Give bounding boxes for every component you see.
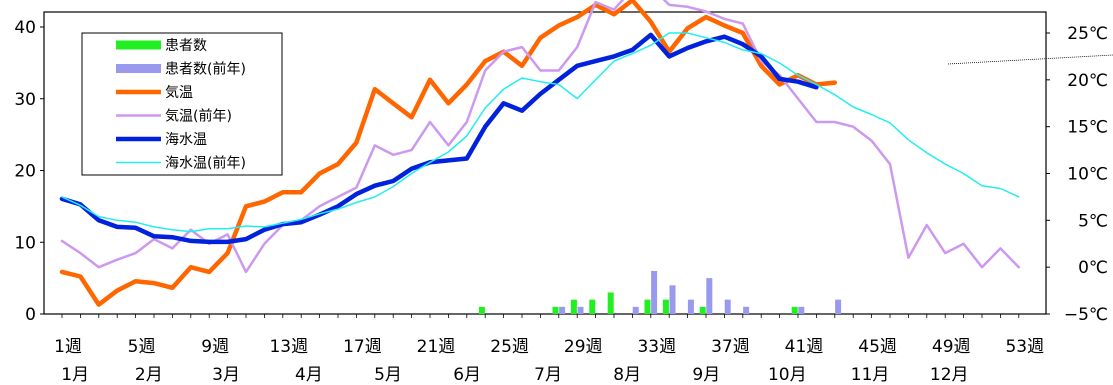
- series-line: [60, 0, 1021, 274]
- x-tick-label: 53週: [1005, 337, 1044, 357]
- legend-swatch: [116, 64, 161, 73]
- bar: [669, 285, 676, 314]
- y-right-tick-label: 0℃: [1078, 258, 1108, 278]
- month-label: 12月: [930, 365, 969, 385]
- y-right-tick-label: 5℃: [1078, 211, 1108, 231]
- series-line: [59, 32, 819, 245]
- bar: [791, 306, 798, 314]
- bar: [478, 306, 485, 314]
- bar: [699, 306, 706, 314]
- bar: [706, 278, 713, 314]
- bar: [724, 299, 731, 314]
- month-label: 2月: [135, 365, 163, 385]
- bar: [644, 299, 651, 314]
- x-tick-label: 33週: [637, 337, 676, 357]
- x-tick-label: 29週: [564, 337, 603, 357]
- y-right-tick-label: 20℃: [1067, 71, 1108, 91]
- bar: [570, 299, 577, 314]
- month-label: 10月: [768, 365, 807, 385]
- bar: [651, 270, 658, 314]
- legend-label: 気温: [165, 85, 193, 101]
- x-tick-label: 17週: [343, 337, 382, 357]
- y-right-tick-label: 10℃: [1067, 165, 1108, 185]
- bar: [743, 306, 750, 314]
- month-label: 5月: [374, 365, 402, 385]
- legend-label: 患者数(前年): [165, 61, 246, 78]
- x-tick-label: 1週: [54, 337, 82, 357]
- month-label: 4月: [295, 365, 323, 385]
- y-left-tick-label: 40: [14, 18, 36, 38]
- bar: [559, 306, 566, 314]
- y-left-tick-label: 30: [14, 90, 36, 110]
- x-tick-label: 13週: [269, 337, 308, 357]
- bar: [687, 299, 694, 314]
- legend-label: 患者数: [165, 38, 207, 54]
- y-left-tick-label: 20: [14, 162, 36, 182]
- x-tick-label: 37週: [711, 337, 750, 357]
- bar: [798, 306, 805, 314]
- x-tick-label: 45週: [858, 337, 897, 357]
- series-lines: [59, 0, 1021, 307]
- bar: [607, 292, 614, 314]
- annotation-leader-line: [947, 54, 1113, 65]
- month-label: 9月: [692, 365, 720, 385]
- legend-label: 気温(前年): [165, 108, 232, 125]
- series-line: [61, 32, 1020, 233]
- legend-swatch: [116, 40, 161, 50]
- legend-label: 海水温(前年): [165, 155, 246, 172]
- bar: [589, 299, 596, 314]
- bar: [552, 306, 559, 314]
- month-label: 7月: [534, 365, 562, 385]
- x-tick-label: 21週: [417, 337, 456, 357]
- month-label: 11月: [851, 365, 890, 385]
- x-tick-label: 41週: [785, 337, 824, 357]
- y-right-tick-label: 25℃: [1067, 24, 1108, 44]
- month-label: 1月: [61, 365, 89, 385]
- month-label: 3月: [212, 365, 240, 385]
- bar: [577, 306, 584, 314]
- legend-box: [81, 32, 283, 176]
- bar: [632, 306, 639, 314]
- x-tick-label: 25週: [490, 337, 529, 357]
- month-label: 8月: [613, 365, 641, 385]
- y-left-tick-label: 10: [14, 233, 36, 253]
- bar: [835, 299, 842, 314]
- x-tick-label: 5週: [128, 337, 156, 357]
- y-right-tick-label: 15℃: [1067, 118, 1108, 138]
- series-line: [59, 0, 838, 307]
- y-right-tick-label: −5℃: [1064, 305, 1108, 325]
- month-label: 6月: [453, 365, 481, 385]
- y-left-tick-label: 0: [25, 305, 36, 325]
- bar: [662, 299, 669, 314]
- x-tick-label: 49週: [932, 337, 971, 357]
- x-tick-label: 9週: [201, 337, 229, 357]
- legend-label: 海水温: [165, 132, 207, 148]
- axes: 0 10 20 30 40 −5℃ 0℃ 5℃ 10℃ 15℃ 20℃ 25℃ 1週 5週 9週 13週 17週…: [14, 18, 1108, 385]
- bars: [478, 270, 842, 314]
